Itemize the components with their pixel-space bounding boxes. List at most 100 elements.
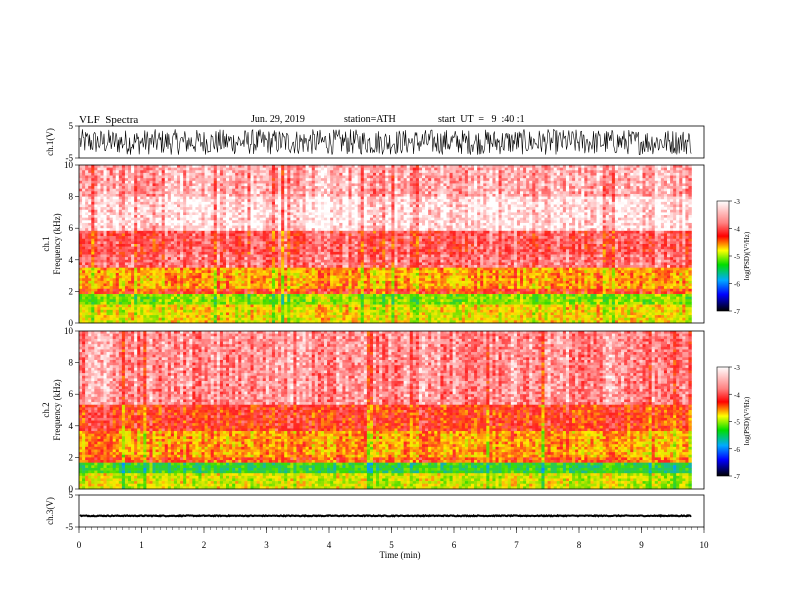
spectrogram-cell <box>363 191 368 195</box>
spectrogram-cell <box>97 199 101 203</box>
spectrogram-cell <box>495 225 499 229</box>
spectrogram-cell <box>82 188 86 192</box>
spectrogram-cell <box>391 167 395 171</box>
spectrogram-cell <box>406 188 411 192</box>
spectrogram-cell <box>532 209 536 213</box>
spectrogram-cell <box>682 225 686 229</box>
spectrogram-cell <box>486 204 490 208</box>
spectrogram-cell <box>198 165 202 168</box>
spectrogram-cell <box>682 170 686 174</box>
spectrogram-cell <box>425 167 429 171</box>
spectrogram-cell <box>336 193 340 197</box>
spectrogram-cell <box>520 188 524 192</box>
spectrogram-cell <box>131 201 135 205</box>
spectrogram-cell <box>676 183 680 187</box>
spectrogram-cell <box>403 199 407 203</box>
spectrogram-cell <box>477 186 481 189</box>
spectrogram-cell <box>516 170 521 174</box>
spectrogram-cell <box>100 212 104 216</box>
spectrogram-cell <box>131 196 135 200</box>
spectrogram-cell <box>232 209 236 213</box>
spectrogram-cell <box>259 225 264 229</box>
spectrogram-cell <box>510 167 515 171</box>
spectrogram-cell <box>657 191 662 195</box>
spectrogram-cell <box>219 204 224 208</box>
spectrogram-cell <box>431 172 435 176</box>
spectrogram-cell <box>324 215 328 218</box>
spectrogram-cell <box>498 207 502 211</box>
spectrogram-cell <box>314 220 319 224</box>
spectrogram-cell <box>222 178 227 182</box>
spectrogram-cell <box>596 207 600 211</box>
spectrogram-cell <box>608 183 613 187</box>
spectrogram-cell <box>296 217 300 221</box>
spectrogram-cell <box>516 207 521 211</box>
spectrogram-cell <box>624 207 628 211</box>
spectrogram-cell <box>513 193 518 197</box>
spectrogram-cell <box>333 222 337 226</box>
spectrogram-cell <box>556 220 561 224</box>
spectrogram-cell <box>143 193 147 197</box>
spectrogram-cell <box>581 199 585 203</box>
spectrogram-cell <box>253 212 257 216</box>
spectrogram-cell <box>602 193 607 197</box>
spectrogram-cell <box>229 196 233 200</box>
spectrogram-cell <box>688 201 692 205</box>
spectrogram-cell <box>474 178 478 182</box>
spectrogram-cell <box>275 228 279 232</box>
spectrogram-cell <box>366 180 371 184</box>
spectrogram-cell <box>210 180 215 184</box>
spectrogram-cell <box>247 228 251 232</box>
spectrogram-cell <box>121 204 126 208</box>
spectrogram-cell <box>397 199 401 203</box>
spectrogram-cell <box>351 217 355 221</box>
spectrogram-cell <box>458 204 463 208</box>
spectrogram-cell <box>131 215 135 218</box>
spectrogram-cell <box>278 188 282 192</box>
spectrogram-cell <box>262 228 267 232</box>
spectrogram-cell <box>91 165 95 168</box>
spectrogram-cell <box>636 180 640 184</box>
spectrogram-cell <box>262 225 267 229</box>
spectrogram-cell <box>608 193 613 197</box>
spectrogram-cell <box>415 217 420 221</box>
spectrogram-cell <box>569 167 573 171</box>
spectrogram-cell <box>210 172 215 176</box>
spectrogram-cell <box>146 212 150 216</box>
spectrogram-cell <box>177 170 181 174</box>
spectrogram-cell <box>480 199 484 203</box>
spectrogram-cell <box>204 201 208 205</box>
spectrogram-cell <box>544 217 548 221</box>
spectrogram-cell <box>682 193 686 197</box>
spectrogram-cell <box>250 170 254 174</box>
spectrogram-cell <box>575 212 579 216</box>
spectrogram-cell <box>305 172 309 176</box>
spectrogram-cell <box>180 183 184 187</box>
spectrogram-cell <box>388 183 392 187</box>
spectrogram-cell <box>498 165 502 168</box>
spectrogram-cell <box>437 193 441 197</box>
spectrogram-cell <box>532 186 536 189</box>
spectrogram-cell <box>167 170 172 174</box>
spectrogram-cell <box>357 186 362 189</box>
spectrogram-cell <box>170 175 175 179</box>
spectrogram-cell <box>134 201 138 205</box>
spectrogram-cell <box>391 193 395 197</box>
spectrogram-cell <box>167 180 172 184</box>
spectrogram-cell <box>149 170 153 174</box>
spectrogram-cell <box>495 193 499 197</box>
spectrogram-cell <box>425 228 429 232</box>
spectrogram-cell <box>523 217 527 221</box>
spectrogram-cell <box>216 204 221 208</box>
spectrogram-cell <box>611 207 616 211</box>
spectrogram-cell <box>369 196 374 200</box>
spectrogram-cell <box>161 199 166 203</box>
spectrogram-cell <box>262 222 267 226</box>
spectrogram-cell <box>657 167 662 171</box>
spectrogram-cell <box>663 170 668 174</box>
spectrogram-cell <box>124 178 129 182</box>
spectrogram-cell <box>281 217 285 221</box>
spectrogram-cell <box>281 178 285 182</box>
spectrogram-cell <box>458 212 463 216</box>
spectrogram-cell <box>406 186 411 189</box>
